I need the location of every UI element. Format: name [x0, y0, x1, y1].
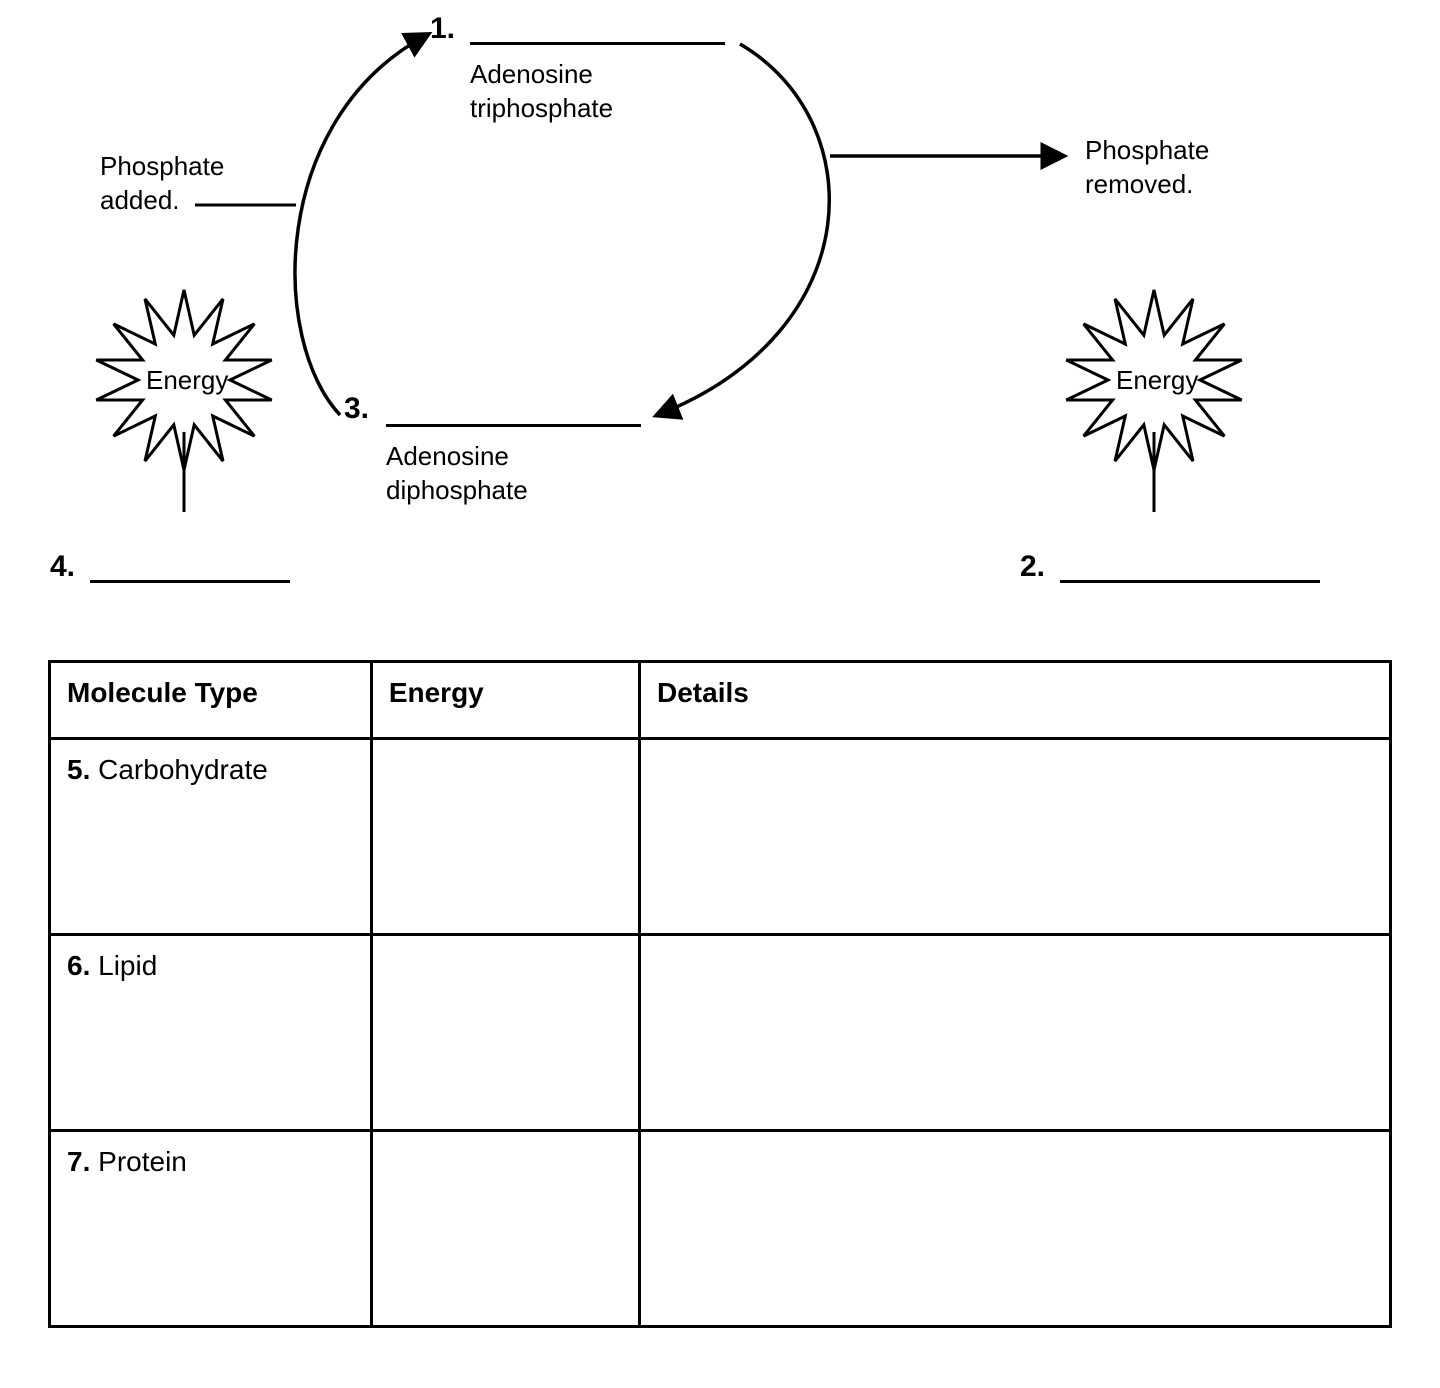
blank-1-line	[470, 42, 725, 45]
label-phosphate-removed-1: Phosphate	[1085, 134, 1209, 168]
cell-row6-details	[640, 935, 1391, 1131]
col-header-molecule-type: Molecule Type	[50, 662, 372, 739]
molecule-table: Molecule Type Energy Details 5. Carbohyd…	[48, 660, 1392, 1328]
cell-row6-energy	[371, 935, 639, 1131]
blank-3-number: 3.	[344, 392, 369, 426]
cell-row5-type: 5. Carbohydrate	[50, 739, 372, 935]
table-row: 6. Lipid	[50, 935, 1391, 1131]
cycle-arc-left	[295, 36, 425, 415]
label-phosphate-added-1: Phosphate	[100, 150, 224, 184]
energy-starburst-right	[1066, 290, 1241, 512]
label-energy-right: Energy	[1116, 364, 1198, 398]
row-label-5: Carbohydrate	[98, 754, 268, 785]
diagram-svg	[0, 0, 1440, 620]
col-header-details: Details	[640, 662, 1391, 739]
row-number-6: 6.	[67, 950, 90, 981]
blank-3-line	[386, 424, 641, 427]
blank-4-line	[90, 580, 290, 583]
row-number-7: 7.	[67, 1146, 90, 1177]
blank-4-number: 4.	[50, 550, 75, 584]
label-adp-line1: Adenosine	[386, 440, 509, 474]
table-row: 5. Carbohydrate	[50, 739, 1391, 935]
blank-2-number: 2.	[1020, 550, 1045, 584]
molecule-table-wrap: Molecule Type Energy Details 5. Carbohyd…	[48, 660, 1392, 1328]
row-label-6: Lipid	[98, 950, 157, 981]
table-row: 7. Protein	[50, 1131, 1391, 1327]
blank-2-line	[1060, 580, 1320, 583]
cell-row7-type: 7. Protein	[50, 1131, 372, 1327]
label-adp-line2: diphosphate	[386, 474, 528, 508]
row-label-7: Protein	[98, 1146, 187, 1177]
cell-row7-energy	[371, 1131, 639, 1327]
label-atp-line2: triphosphate	[470, 92, 613, 126]
cell-row7-details	[640, 1131, 1391, 1327]
table-header-row: Molecule Type Energy Details	[50, 662, 1391, 739]
cell-row5-details	[640, 739, 1391, 935]
label-atp-line1: Adenosine	[470, 58, 593, 92]
col-header-energy: Energy	[371, 662, 639, 739]
label-energy-left: Energy	[146, 364, 228, 398]
cell-row6-type: 6. Lipid	[50, 935, 372, 1131]
label-phosphate-removed-2: removed.	[1085, 168, 1193, 202]
row-number-5: 5.	[67, 754, 90, 785]
atp-cycle-diagram: 1. Adenosine triphosphate 3. Adenosine d…	[0, 0, 1440, 620]
cell-row5-energy	[371, 739, 639, 935]
energy-starburst-left	[96, 290, 271, 512]
cycle-arc-right	[660, 44, 829, 414]
label-phosphate-added-2: added.	[100, 184, 180, 218]
blank-1-number: 1.	[430, 12, 455, 46]
